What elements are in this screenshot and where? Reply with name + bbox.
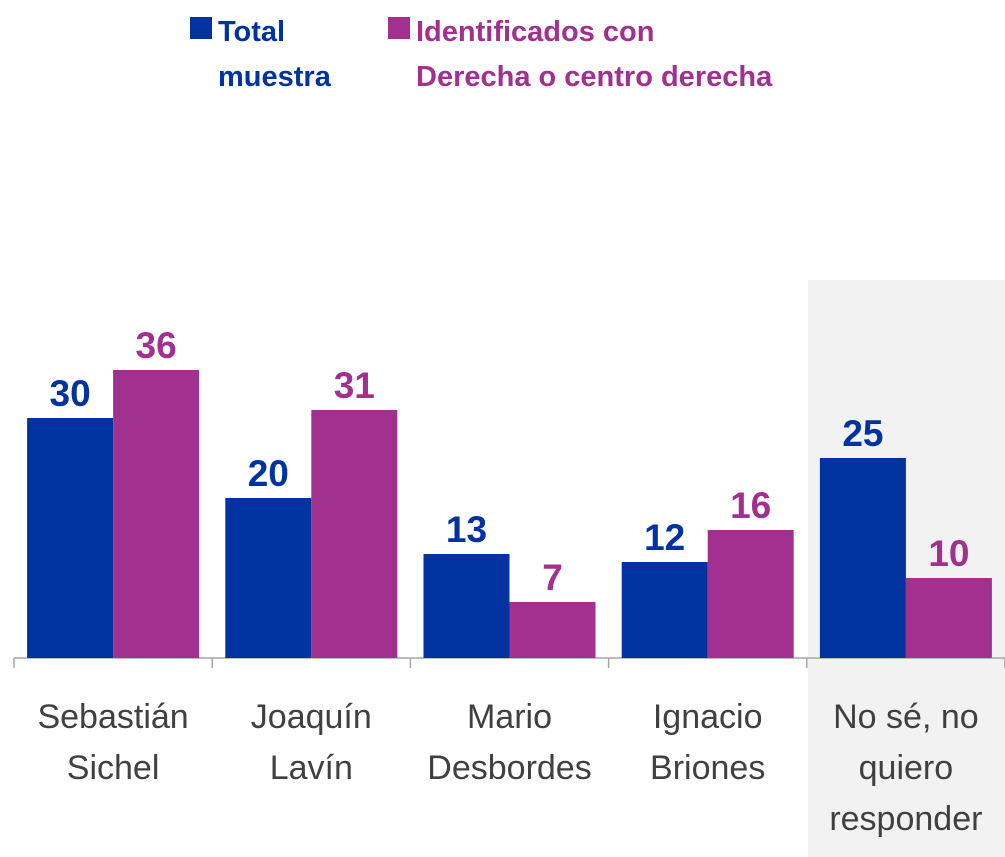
value-label: 36 <box>136 325 177 366</box>
bar <box>509 602 596 658</box>
bar <box>707 530 794 658</box>
x-tick-label: Sebastián Sichel <box>37 698 189 787</box>
value-label: 20 <box>248 453 289 494</box>
value-label: 12 <box>644 517 685 558</box>
bar <box>621 562 708 658</box>
value-label: 31 <box>334 365 375 406</box>
value-label: 10 <box>928 533 969 574</box>
bar <box>905 578 992 658</box>
value-label: 16 <box>730 485 771 526</box>
value-label: 13 <box>446 509 487 550</box>
x-tick-label: Ignacio Briones <box>650 698 766 787</box>
legend-label: Identificados con Derecha o centro derec… <box>416 16 773 93</box>
legend-swatch <box>190 17 212 39</box>
bar <box>113 370 200 658</box>
bar <box>311 410 398 658</box>
value-label: 7 <box>542 557 563 598</box>
legend-swatch <box>388 17 410 39</box>
bar <box>225 498 312 658</box>
x-tick-label: No sé, no quiero responder <box>829 698 983 838</box>
value-label: 30 <box>50 373 91 414</box>
bar <box>27 418 114 658</box>
x-tick-label: Mario Desbordes <box>427 698 592 787</box>
value-label: 25 <box>842 413 883 454</box>
x-tick-label: Joaquín Lavín <box>250 698 372 787</box>
bar <box>423 554 510 658</box>
bar <box>819 458 906 658</box>
legend-label: Total muestra <box>218 16 331 93</box>
